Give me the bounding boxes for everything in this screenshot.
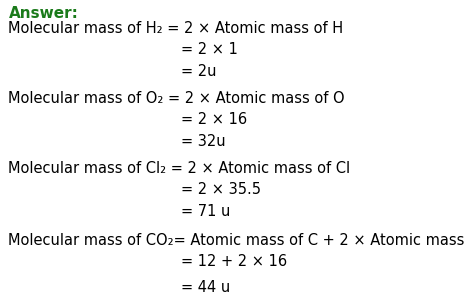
Text: = 71 u: = 71 u (181, 204, 230, 219)
Text: = 32u: = 32u (181, 134, 225, 149)
Text: = 2 × 35.5: = 2 × 35.5 (181, 182, 261, 197)
Text: Answer:: Answer: (8, 6, 78, 21)
Text: Molecular mass of O₂ = 2 × Atomic mass of O: Molecular mass of O₂ = 2 × Atomic mass o… (8, 91, 345, 106)
Text: = 2 × 1: = 2 × 1 (181, 42, 237, 57)
Text: Molecular mass of Cl₂ = 2 × Atomic mass of Cl: Molecular mass of Cl₂ = 2 × Atomic mass … (8, 161, 350, 176)
Text: = 2 × 16: = 2 × 16 (181, 112, 247, 127)
Text: Molecular mass of H₂ = 2 × Atomic mass of H: Molecular mass of H₂ = 2 × Atomic mass o… (8, 21, 344, 36)
Text: = 44 u: = 44 u (181, 280, 230, 295)
Text: = 12 + 2 × 16: = 12 + 2 × 16 (181, 254, 287, 269)
Text: = 2u: = 2u (181, 64, 216, 79)
Text: Molecular mass of CO₂= Atomic mass of C + 2 × Atomic mass of O: Molecular mass of CO₂= Atomic mass of C … (8, 233, 469, 248)
